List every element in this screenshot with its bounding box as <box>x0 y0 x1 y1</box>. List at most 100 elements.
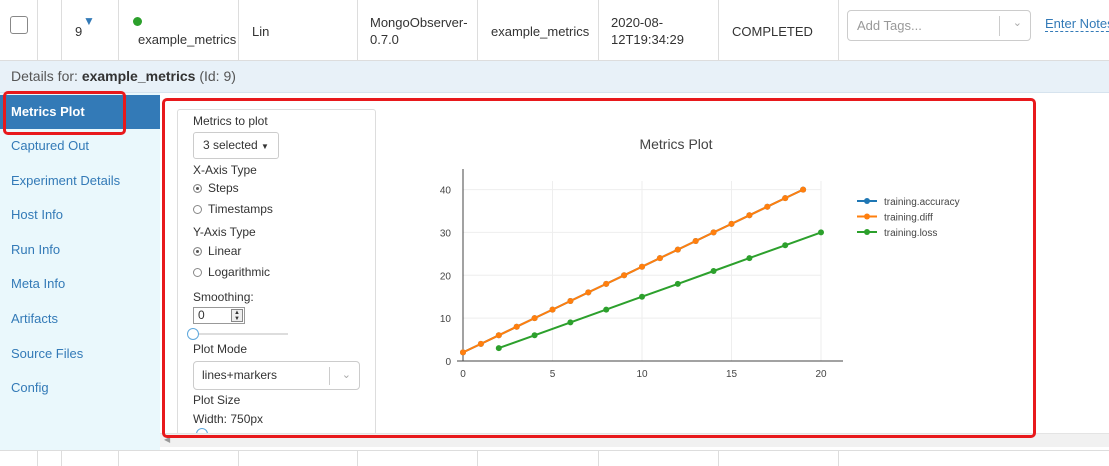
smoothing-slider-handle[interactable] <box>187 328 199 340</box>
radio-selected-icon <box>193 247 202 256</box>
name-cell: example_metrics <box>119 0 239 61</box>
x-tick-label: 0 <box>460 369 466 380</box>
data-point[interactable] <box>692 238 699 244</box>
data-point[interactable] <box>710 229 717 236</box>
sidebar-item-captured-out[interactable]: Captured Out <box>11 138 90 153</box>
spinner-arrows-icon[interactable]: ▲ ▼ <box>231 309 243 322</box>
metrics-to-plot-label: Metrics to plot <box>193 114 268 128</box>
data-point[interactable] <box>656 255 663 262</box>
sidebar-item-host-info[interactable]: Host Info <box>11 207 64 222</box>
data-point[interactable] <box>639 263 645 270</box>
details-experiment-name: example_metrics <box>81 68 196 84</box>
scroll-left-icon[interactable]: ◀ <box>164 435 171 444</box>
select-separator <box>329 367 330 385</box>
plot-width-slider-handle[interactable] <box>196 428 208 434</box>
data-point[interactable] <box>603 280 610 287</box>
legend-item-training-loss[interactable]: training.loss <box>857 228 937 239</box>
x-axis-radio-steps[interactable]: Steps <box>193 181 239 195</box>
legend-item-training-accuracy[interactable]: training.accuracy <box>857 197 960 208</box>
data-point[interactable] <box>495 345 502 352</box>
chart-title: Metrics Plot <box>639 136 712 152</box>
next-row-cell <box>0 451 38 466</box>
experiment-cell: example_metrics <box>478 0 599 61</box>
data-point[interactable] <box>800 186 807 193</box>
data-point[interactable] <box>567 319 574 326</box>
row-checkbox[interactable] <box>10 16 28 34</box>
y-axis-type-label: Y-Axis Type <box>193 225 256 239</box>
enter-notes-link[interactable]: Enter Notes <box>1045 16 1109 32</box>
metrics-select-button[interactable]: 3 selected ▼ <box>193 132 279 159</box>
metrics-select-text: 3 selected <box>203 138 258 152</box>
smoothing-input[interactable]: 0 ▲ ▼ <box>193 307 245 324</box>
details-title: Details for: example_metrics (Id: 9) <box>11 68 236 84</box>
y-axis-radio-linear[interactable]: Linear <box>193 244 241 258</box>
next-table-row <box>0 450 1109 466</box>
y-axis-option-logarithmic: Logarithmic <box>208 265 271 279</box>
experiment-name: example_metrics <box>138 32 237 47</box>
run-table-row[interactable]: ▼ 9 example_metrics Lin MongoObserver- 0… <box>0 0 1109 61</box>
data-point[interactable] <box>674 280 681 287</box>
legend-item-training-diff[interactable]: training.diff <box>857 213 933 224</box>
data-point[interactable] <box>549 306 556 313</box>
metrics-plot-chart[interactable]: Metrics Plot 0 10 20 30 40 0 5 10 15 20 training.… <box>383 110 1003 428</box>
sidebar-item-config[interactable]: Config <box>11 380 49 395</box>
x-tick-label: 5 <box>550 369 556 380</box>
start-time-line-1: 2020-08- <box>611 15 664 30</box>
x-tick-label: 15 <box>726 369 738 380</box>
chart-legend[interactable]: training.accuracy training.diff training.l… <box>857 197 960 239</box>
sidebar-item-experiment-details[interactable]: Experiment Details <box>11 173 121 188</box>
data-point[interactable] <box>621 272 628 279</box>
add-tags-select[interactable]: Add Tags... ⌄ <box>847 10 1031 41</box>
plot-mode-select[interactable]: lines+markers ⌄ <box>193 361 360 390</box>
data-point[interactable] <box>477 340 484 347</box>
start-time-line-2: 12T19:34:29 <box>611 32 685 47</box>
smoothing-slider-track[interactable] <box>193 333 288 335</box>
y-tick-label: 20 <box>440 271 452 282</box>
chevron-down-icon[interactable]: ⌄ <box>341 369 351 381</box>
data-point[interactable] <box>728 220 735 227</box>
data-point[interactable] <box>710 268 717 274</box>
y-tick-label: 0 <box>445 357 451 368</box>
y-tick-label: 10 <box>440 314 452 325</box>
data-point[interactable] <box>746 212 753 219</box>
sidebar-item-metrics-plot[interactable]: Metrics Plot <box>0 95 160 129</box>
x-tick-label: 20 <box>815 369 827 380</box>
sidebar-item-source-files[interactable]: Source Files <box>11 346 84 361</box>
chart-axes: 0 10 20 30 40 0 5 10 15 20 <box>440 169 843 380</box>
sidebar-item-run-info[interactable]: Run Info <box>11 242 61 257</box>
y-tick-label: 40 <box>440 186 452 197</box>
data-point[interactable] <box>818 229 824 236</box>
chevron-down-icon[interactable]: ⌄ <box>1012 17 1022 29</box>
data-point[interactable] <box>531 315 538 322</box>
data-point[interactable] <box>782 195 789 202</box>
data-point[interactable] <box>603 306 610 313</box>
radio-unselected-icon <box>193 268 202 277</box>
x-axis-radio-timestamps[interactable]: Timestamps <box>193 202 273 216</box>
legend-label: training.diff <box>884 213 933 224</box>
plot-size-label: Plot Size <box>193 393 241 407</box>
y-axis-radio-logarithmic[interactable]: Logarithmic <box>193 265 270 279</box>
id-cell: 9 <box>62 0 119 61</box>
data-point[interactable] <box>639 293 645 300</box>
plot-width-label: Width: 750px <box>193 412 264 426</box>
data-point[interactable] <box>674 246 681 253</box>
data-point[interactable] <box>782 242 789 249</box>
sidebar-item-artifacts[interactable]: Artifacts <box>11 311 58 326</box>
tags-separator <box>999 16 1000 36</box>
data-point[interactable] <box>460 349 466 356</box>
data-point[interactable] <box>746 255 753 262</box>
data-point[interactable] <box>764 203 771 210</box>
legend-swatch-marker <box>864 229 870 235</box>
next-row-cell <box>119 451 239 466</box>
horizontal-scrollbar[interactable]: ◀ <box>160 433 1109 447</box>
series-line-training-diff <box>462 188 804 354</box>
data-point[interactable] <box>495 332 502 339</box>
sidebar-item-meta-info[interactable]: Meta Info <box>11 276 66 291</box>
next-row-cell <box>478 451 599 466</box>
data-point[interactable] <box>585 289 592 296</box>
caret-down-icon[interactable]: ▼ <box>83 14 95 28</box>
data-point[interactable] <box>567 298 574 304</box>
smoothing-label: Smoothing: <box>193 290 254 304</box>
data-point[interactable] <box>513 323 520 330</box>
data-point[interactable] <box>531 332 538 339</box>
